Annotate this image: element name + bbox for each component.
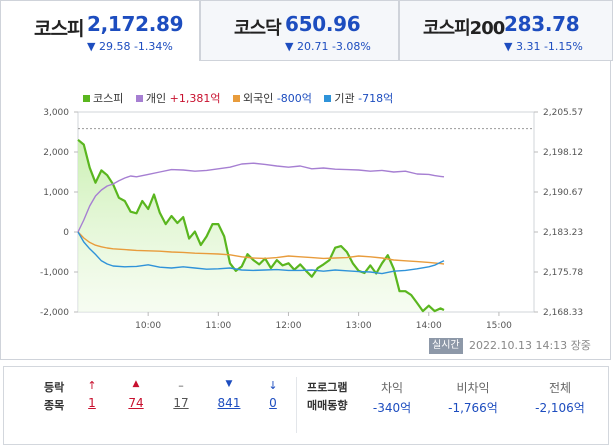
timestamp-text: 2022.10.13 14:13	[469, 339, 568, 352]
rise-triangle-icon: ▲	[132, 379, 140, 389]
tab-name: 코스닥	[234, 18, 282, 39]
program-arbitrage-head: 차익	[380, 381, 404, 395]
legend-swatch	[232, 95, 240, 102]
fall-triangle-icon: ▼	[225, 379, 233, 389]
upper-limit-arrow-icon: ↑	[87, 379, 97, 392]
tab-value: 650.96	[285, 12, 361, 36]
series-line-코스피	[77, 138, 445, 313]
program-nonarbitrage-head: 비차익	[456, 381, 490, 395]
series-area-코스피	[78, 139, 444, 312]
breadth-label-line2: 종목	[44, 399, 65, 412]
legend-value: -718억	[358, 92, 394, 105]
y-right-tick-label: 2,183.23	[543, 228, 583, 238]
x-tick-label: 13:00	[346, 321, 372, 331]
y-right-tick-label: 2,175.78	[543, 268, 583, 278]
y-left-tick-label: 3,000	[43, 108, 69, 118]
realtime-timestamp: 2022.10.13 14:13 장중	[469, 338, 591, 354]
y-left-tick-label: 0	[63, 228, 69, 238]
legend-label: 외국인	[242, 92, 274, 105]
chart-legend: 코스피 개인 +1,381억 외국인 -800억 기관 -718억	[83, 90, 402, 106]
tab-name: 코스피200	[423, 18, 505, 39]
x-tick-label: 12:00	[275, 321, 301, 331]
unchanged-dash-icon: –	[178, 379, 184, 392]
legend-item-institution: 기관 -718억	[324, 90, 393, 106]
series-line-기관	[77, 231, 445, 275]
tab-name: 코스피	[34, 18, 84, 40]
y-right-tick-label: 2,205.57	[543, 108, 583, 118]
legend-item-kospi: 코스피	[83, 90, 123, 106]
legend-swatch	[135, 95, 143, 102]
tab-kosdaq[interactable]: 코스닥 650.96 ▼ 20.71 -3.08%	[200, 0, 399, 61]
program-total-value: -2,106억	[535, 401, 585, 415]
legend-item-individual: 개인 +1,381억	[135, 90, 221, 106]
tab-value: 283.78	[504, 12, 580, 36]
y-right-tick-label: 2,198.12	[543, 148, 583, 158]
program-label-line2: 매매동향	[307, 399, 348, 412]
y-right-tick-label: 2,168.33	[543, 308, 583, 318]
x-tick-label: 15:00	[486, 321, 512, 331]
tab-change: ▼ 20.71 -3.08%	[285, 40, 371, 53]
fall-count-link[interactable]: 841	[217, 396, 241, 410]
series-line-개인	[77, 162, 445, 233]
legend-item-foreign: 외국인 -800억	[232, 90, 312, 106]
tab-value: 2,172.89	[87, 12, 184, 36]
program-nonarbitrage-value: -1,766억	[448, 401, 498, 415]
lower-limit-count-link[interactable]: 0	[269, 396, 277, 410]
divider	[296, 377, 297, 433]
legend-label: 개인	[145, 92, 167, 105]
legend-swatch	[324, 95, 332, 102]
lower-limit-arrow-icon: ↓	[268, 379, 278, 392]
breadth-label-line1: 등락	[44, 381, 65, 394]
legend-label: 코스피	[93, 92, 124, 105]
breadth-bar: 등락 종목 ↑ 1 ▲ 74 – 17 ▼ 841 ↓ 0 프로그램 매매동향 …	[3, 366, 609, 445]
tab-kospi200[interactable]: 코스피200 283.78 ▼ 3.31 -1.15%	[399, 0, 613, 61]
y-left-tick-label: -1,000	[40, 268, 69, 278]
tab-kospi[interactable]: 코스피 2,172.89 ▼ 29.58 -1.34%	[0, 0, 200, 61]
x-tick-label: 11:00	[205, 321, 231, 331]
x-tick-label: 14:00	[416, 321, 442, 331]
series-line-외국인	[77, 231, 445, 265]
market-status: 장중	[570, 339, 591, 352]
intraday-chart: 3,000 2,205.57 2,000 2,198.12 1,000 2,190.67 0…	[40, 108, 583, 331]
y-right-tick-label: 2,190.67	[543, 188, 583, 198]
y-left-tick-label: -2,000	[40, 308, 69, 318]
y-left-tick-label: 1,000	[43, 188, 69, 198]
program-arbitrage-value: -340억	[372, 401, 412, 415]
rise-count-link[interactable]: 74	[128, 396, 144, 410]
legend-value: -800억	[276, 92, 312, 105]
unchanged-count-link[interactable]: 17	[173, 396, 189, 410]
legend-label: 기관	[334, 92, 355, 105]
legend-swatch	[83, 95, 90, 102]
upper-limit-count-link[interactable]: 1	[88, 396, 96, 410]
legend-value: +1,381억	[169, 92, 221, 105]
program-label-line1: 프로그램	[307, 381, 348, 394]
y-left-tick-label: 2,000	[43, 148, 69, 158]
x-tick-label: 10:00	[135, 321, 161, 331]
tab-change: ▼ 3.31 -1.15%	[504, 40, 583, 53]
chart-panel: 코스피 개인 +1,381억 외국인 -800억 기관 -718억 3,000 2…	[0, 61, 611, 360]
realtime-badge: 실시간	[429, 338, 463, 354]
tab-change: ▼ 29.58 -1.34%	[87, 40, 173, 53]
program-total-head: 전체	[548, 381, 572, 395]
